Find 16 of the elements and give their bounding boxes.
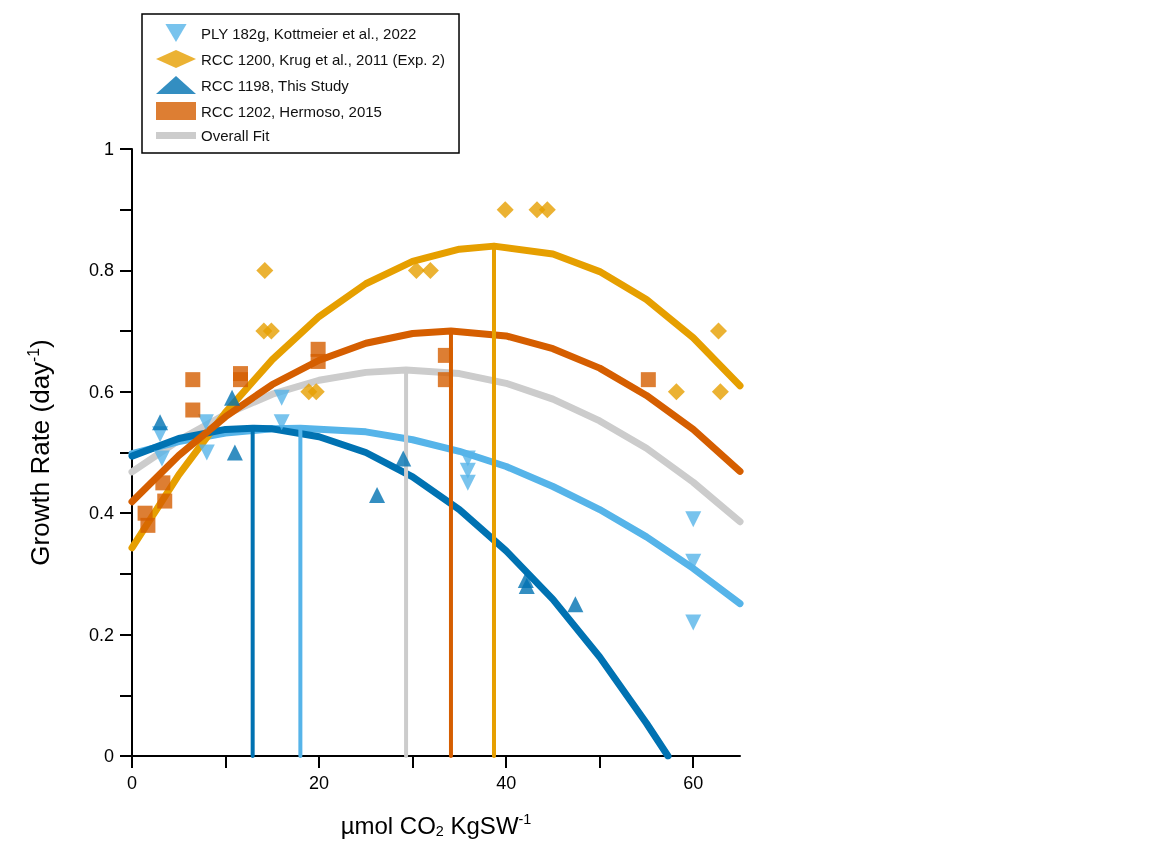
y-tick-label: 0.8 [88, 260, 114, 281]
x-tick-label: 60 [683, 773, 704, 793]
y-tick-label: 0 [103, 746, 114, 766]
x-tick-label: 0 [126, 773, 138, 793]
legend-label: Overall Fit [201, 127, 271, 144]
x-tick-label: 40 [496, 773, 517, 793]
y-tick-label: 0.2 [88, 624, 114, 645]
legend-label: PLY 182g, Kottmeier et al., 2022 [201, 24, 417, 42]
legend-label: RCC 1202, Hermoso, 2015 [201, 102, 382, 120]
x-tick-label: 20 [309, 773, 330, 793]
y-tick-label: 0.4 [88, 503, 114, 524]
y-axis-title: Growth Rate (day-1) [24, 339, 55, 566]
y-tick-label: 1 [103, 139, 114, 159]
legend-label: RCC 1200, Krug et al., 2011 (Exp. 2) [201, 50, 446, 68]
legend-label: RCC 1198, This Study [201, 76, 350, 94]
y-tick-label: 0.6 [88, 381, 114, 402]
